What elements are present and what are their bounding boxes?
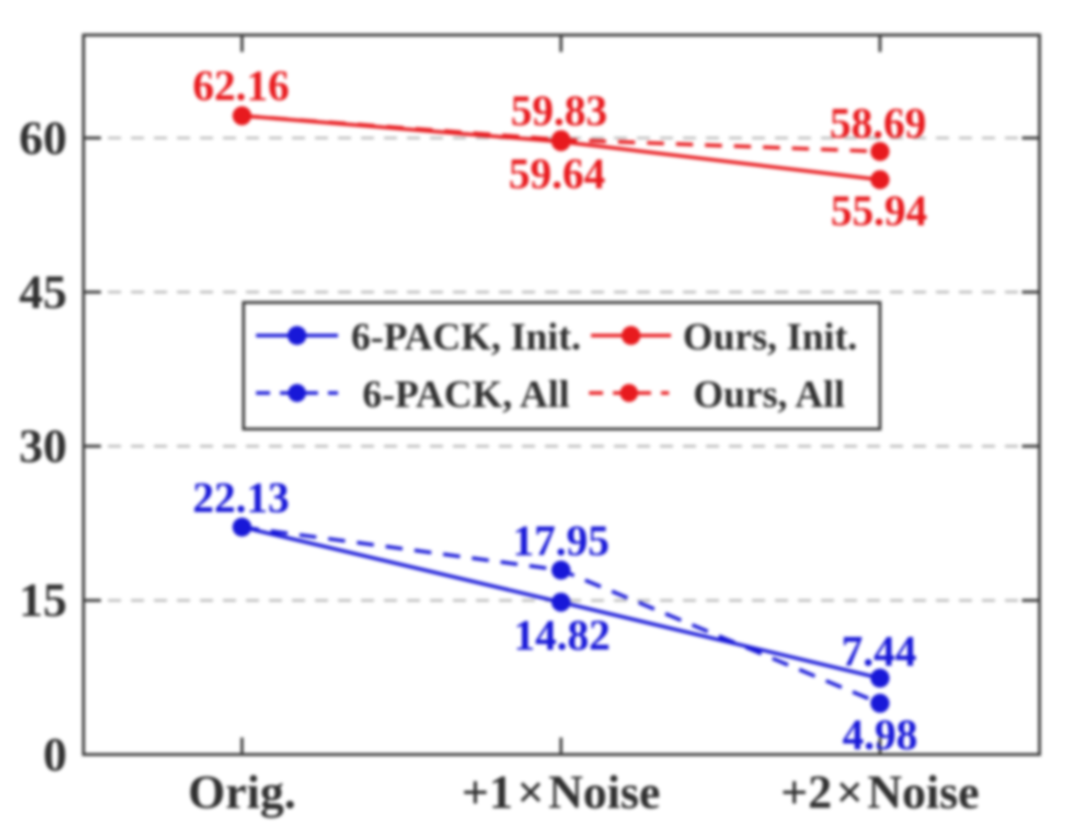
svg-text:45: 45 [19,266,67,319]
svg-text:59.64: 59.64 [509,151,606,198]
svg-text:6-PACK, Init.: 6-PACK, Init. [351,316,581,359]
svg-text:15: 15 [19,574,67,627]
svg-text:0: 0 [43,729,67,782]
svg-text:Ours, All: Ours, All [693,373,845,416]
svg-text:30: 30 [19,420,67,473]
svg-text:59.83: 59.83 [511,88,608,135]
svg-text:62.16: 62.16 [193,63,290,110]
svg-text:6-PACK, All: 6-PACK, All [362,373,569,416]
svg-text:+1 × Noise: +1 × Noise [462,766,661,819]
svg-text:+2 × Noise: +2 × Noise [781,766,980,819]
svg-text:17.95: 17.95 [513,518,610,565]
svg-text:14.82: 14.82 [514,613,611,660]
svg-text:55.94: 55.94 [831,188,928,235]
svg-text:Orig.: Orig. [188,766,296,819]
svg-text:60: 60 [19,112,67,165]
svg-text:22.13: 22.13 [193,475,290,522]
svg-text:Ours, Init.: Ours, Init. [683,316,857,359]
svg-text:4.98: 4.98 [842,712,917,759]
svg-text:58.69: 58.69 [830,101,927,148]
svg-text:7.44: 7.44 [841,629,916,676]
